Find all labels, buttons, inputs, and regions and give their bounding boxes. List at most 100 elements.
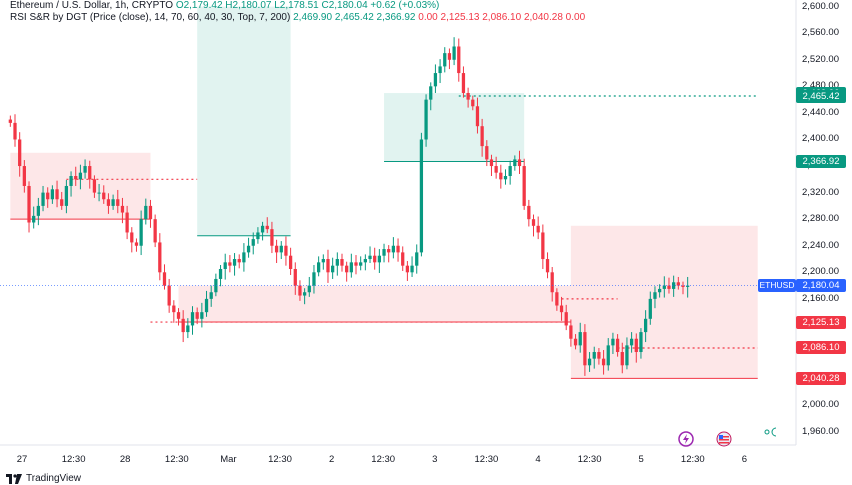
candle-body bbox=[658, 288, 662, 293]
candle-body bbox=[251, 239, 255, 246]
price-badge: 2,366.92 bbox=[796, 154, 846, 168]
indicator-values: 2,469.90 2,465.42 2,366.92 0.00 2,125.13… bbox=[293, 12, 585, 23]
candle-body bbox=[639, 332, 643, 353]
symbol-legend: Ethereum / U.S. Dollar, 1h, CRYPTO O2,17… bbox=[10, 0, 439, 11]
candle-body bbox=[583, 332, 587, 366]
candle-body bbox=[443, 53, 447, 67]
lightning-icon[interactable] bbox=[678, 431, 694, 447]
candle-body bbox=[536, 225, 540, 233]
symbol-badge: ETHUSD bbox=[758, 279, 796, 293]
candle-body bbox=[429, 86, 433, 100]
price-tick-label: 2,000.00 bbox=[802, 399, 839, 411]
candle-body bbox=[559, 305, 564, 313]
flag-icon[interactable] bbox=[716, 431, 732, 447]
price-tick-label: 2,280.00 bbox=[802, 213, 839, 225]
candle-body bbox=[592, 352, 596, 359]
candle-body bbox=[569, 325, 573, 339]
candle-body bbox=[102, 192, 106, 200]
price-tick-label: 2,160.00 bbox=[802, 292, 839, 304]
candle-body bbox=[373, 255, 377, 263]
candle-body bbox=[331, 265, 335, 273]
time-tick-label: 12:30 bbox=[577, 454, 602, 465]
candle-body bbox=[354, 262, 358, 266]
candle-body bbox=[424, 99, 428, 140]
candle-body bbox=[396, 245, 400, 253]
candle-body bbox=[246, 245, 251, 253]
time-tick-label: 4 bbox=[535, 454, 541, 465]
indicator-value: 2,125.13 bbox=[437, 12, 480, 23]
candle-body bbox=[130, 232, 134, 243]
candle-body bbox=[634, 338, 638, 353]
candle-body bbox=[298, 285, 302, 296]
candle-body bbox=[153, 219, 157, 243]
candle-body bbox=[676, 282, 680, 286]
candle-body bbox=[601, 358, 606, 366]
candle-body bbox=[13, 122, 17, 140]
price-tick-label: 2,240.00 bbox=[802, 239, 839, 251]
candle-body bbox=[228, 262, 232, 266]
candle-body bbox=[74, 176, 78, 180]
candle-body bbox=[111, 199, 115, 206]
tradingview-logo-icon bbox=[6, 473, 22, 484]
indicator-value: 2,040.28 bbox=[521, 12, 563, 23]
price-tick-label: 2,400.00 bbox=[802, 133, 839, 145]
indicator-params: (Price (close), 14, 70, 60, 40, 30, Top,… bbox=[89, 12, 291, 23]
candle-body bbox=[92, 179, 97, 193]
indicator-legend[interactable]: RSI S&R by DGT (Price (close), 14, 70, 6… bbox=[10, 12, 585, 23]
symbol-title: Ethereum / U.S. Dollar, 1h, CRYPTO bbox=[10, 0, 174, 11]
candle-body bbox=[172, 305, 176, 313]
candle-body bbox=[27, 185, 31, 223]
candle-body bbox=[242, 252, 246, 263]
candle-body bbox=[18, 139, 22, 167]
candle-body bbox=[260, 225, 265, 233]
indicator-value: 2,086.10 bbox=[479, 12, 522, 23]
candle-body bbox=[667, 285, 671, 289]
candle-body bbox=[527, 205, 531, 220]
brand[interactable]: TradingView bbox=[6, 473, 81, 484]
brand-name: TradingView bbox=[26, 473, 82, 484]
candle-body bbox=[125, 212, 129, 233]
candle-body bbox=[284, 245, 288, 256]
candle-body bbox=[377, 255, 381, 263]
candle-body bbox=[522, 166, 526, 206]
price-tick-label: 2,600.00 bbox=[802, 0, 839, 12]
candle-body bbox=[321, 259, 325, 263]
oversold-zone bbox=[570, 225, 758, 379]
candle-body bbox=[46, 192, 50, 200]
price-badge: 2,180.04 bbox=[796, 279, 846, 293]
price-tick-label: 2,320.00 bbox=[802, 186, 839, 198]
candle-body bbox=[204, 298, 209, 313]
candle-body bbox=[494, 166, 498, 173]
candle-body bbox=[116, 199, 120, 206]
candle-body bbox=[307, 285, 311, 293]
time-tick-label: 12:30 bbox=[680, 454, 705, 465]
candle-body bbox=[643, 318, 648, 333]
candle-body bbox=[41, 192, 45, 206]
candle-body bbox=[564, 312, 568, 326]
candle-body bbox=[625, 345, 629, 366]
time-tick-label: 12:30 bbox=[474, 454, 499, 465]
candle-body bbox=[218, 268, 223, 279]
candle-body bbox=[270, 229, 274, 246]
candle-body bbox=[69, 176, 73, 186]
price-badge: 2,086.10 bbox=[796, 341, 846, 355]
candles bbox=[8, 37, 690, 376]
candle-body bbox=[466, 92, 470, 100]
price-badge: 2,040.28 bbox=[796, 371, 846, 385]
candle-body bbox=[190, 312, 195, 326]
candle-body bbox=[312, 272, 316, 286]
candle-body bbox=[134, 242, 139, 246]
market-hours-icon[interactable] bbox=[762, 426, 780, 438]
candle-body bbox=[405, 265, 410, 273]
candle-body bbox=[8, 119, 12, 123]
candle-body bbox=[686, 285, 690, 287]
candle-body bbox=[345, 265, 349, 273]
candle-body bbox=[106, 199, 111, 206]
candle-body bbox=[503, 176, 508, 180]
price-tick-label: 2,200.00 bbox=[802, 266, 839, 278]
candle-body bbox=[349, 262, 353, 273]
time-tick-label: 6 bbox=[741, 454, 748, 465]
indicator-value: 0.00 bbox=[562, 12, 586, 23]
candle-body bbox=[36, 205, 40, 216]
